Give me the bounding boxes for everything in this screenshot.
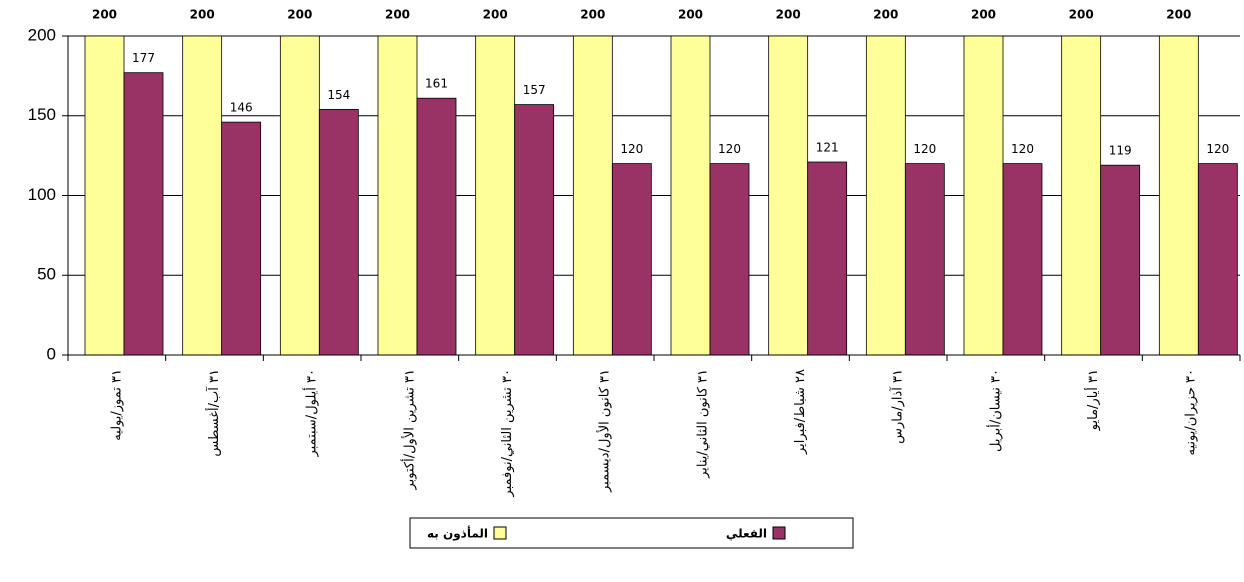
data-label: 120	[1011, 142, 1034, 156]
bar	[807, 161, 848, 356]
x-tick-label: ٢٨ شباط/فبراير	[793, 369, 808, 455]
bar	[670, 35, 711, 356]
x-tick-label: ٣١ أيار/مايو	[1084, 369, 1101, 431]
legend-label: الفعلي	[726, 527, 767, 541]
legend-swatch	[772, 526, 786, 540]
bar	[1002, 163, 1043, 356]
bar	[709, 163, 750, 356]
data-label: 121	[816, 141, 839, 155]
data-label: 200	[92, 8, 117, 22]
y-tick-label: 150	[28, 105, 56, 124]
data-label: 146	[230, 101, 253, 115]
bar	[182, 35, 223, 356]
data-label: 120	[913, 142, 936, 156]
data-label: 200	[971, 8, 996, 22]
legend-swatch	[493, 526, 507, 540]
y-tick-label: 100	[28, 185, 56, 204]
bar	[123, 72, 164, 356]
data-label: 200	[483, 8, 508, 22]
bar	[1100, 164, 1141, 356]
bar	[221, 121, 262, 356]
bar	[1197, 163, 1238, 356]
x-tick-label: ٣١ كانون الثاني/يناير	[695, 369, 710, 479]
x-tick-label: ٣١ آب/أغسطس	[205, 369, 222, 457]
data-label: 200	[776, 8, 801, 22]
bar	[279, 35, 320, 356]
y-tick-label: 50	[37, 265, 56, 284]
x-tick-label: ٣٠ نيسان/أبريل	[986, 369, 1003, 452]
data-label: 157	[523, 83, 546, 97]
data-label: 200	[580, 8, 605, 22]
data-label: 200	[1069, 8, 1094, 22]
bar	[904, 163, 945, 356]
data-label: 200	[287, 8, 312, 22]
bar	[416, 97, 457, 356]
data-label: 177	[132, 51, 155, 65]
x-tick-label: ٣١ تشرين الأول/أكتوبر	[400, 369, 417, 491]
legend-label: المأذون به	[427, 526, 488, 542]
bar	[768, 35, 809, 356]
data-label: 120	[718, 142, 741, 156]
data-label: 200	[1166, 8, 1191, 22]
data-label: 120	[620, 142, 643, 156]
bar	[514, 104, 555, 356]
x-tick-label: ٣٠ أيلول/سبتمبر	[303, 369, 320, 458]
bar	[475, 35, 516, 356]
data-label: 200	[385, 8, 410, 22]
data-label: 120	[1206, 142, 1229, 156]
bar	[377, 35, 418, 356]
x-tick-label: ٣٠ حزيران/يونيه	[1184, 369, 1199, 455]
bar	[572, 35, 613, 356]
y-tick-label: 0	[47, 344, 56, 363]
data-label: 200	[873, 8, 898, 22]
x-tick-label: ٣١ آذار/مارس	[889, 369, 906, 444]
x-tick-label: ٣٠ تشرين الثاني/نوفمبر	[500, 369, 515, 498]
bar	[318, 108, 359, 356]
x-tick-label: ٣١ تموز/يوليه	[109, 369, 124, 441]
y-tick-label: 200	[28, 25, 56, 44]
x-tick-label: ٣١ كانون الأول/ديسمبر	[596, 369, 613, 493]
data-label: 161	[425, 77, 448, 91]
bar	[1061, 35, 1102, 356]
data-label: 154	[327, 88, 350, 102]
data-label: 119	[1109, 144, 1132, 158]
bar	[1158, 35, 1199, 356]
bar	[84, 35, 125, 356]
bar	[611, 163, 652, 356]
data-label: 200	[190, 8, 215, 22]
bar	[865, 35, 906, 356]
bar	[963, 35, 1004, 356]
data-label: 200	[678, 8, 703, 22]
